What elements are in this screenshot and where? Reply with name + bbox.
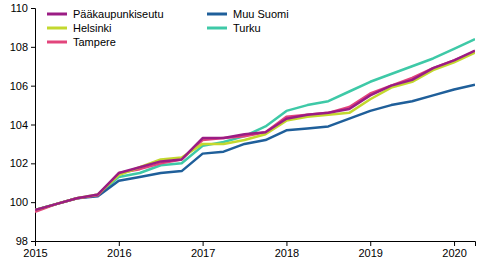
- y-tick-label: 100: [10, 196, 28, 208]
- y-tick-label: 108: [10, 41, 28, 53]
- x-tick-label: 2019: [358, 247, 382, 259]
- y-tick-label: 104: [10, 119, 28, 131]
- x-axis-line: [36, 242, 476, 247]
- y-tick-mark: [31, 86, 35, 87]
- legend-entry: Helsinki: [47, 22, 112, 34]
- y-tick: 104: [10, 119, 35, 131]
- x-tick: 2018: [275, 241, 299, 259]
- chart: 2015 2016 2017 2018 2019 2020 98 100 102 104 106 10…: [0, 0, 494, 265]
- y-tick-label: 106: [10, 80, 28, 92]
- legend-entry: Tampere: [47, 36, 116, 48]
- x-tick-label: 2020: [442, 247, 466, 259]
- x-tick-mark: [454, 241, 455, 246]
- legend-swatch: [47, 41, 67, 44]
- series-line: [35, 53, 475, 210]
- plot: 2015 2016 2017 2018 2019 2020 98 100 102 104 106 10…: [10, 2, 476, 259]
- legend-swatch: [207, 13, 227, 16]
- x-tick: 2017: [191, 241, 215, 259]
- lines: [35, 39, 475, 212]
- legend-entry: Muu Suomi: [207, 8, 289, 20]
- legend-label: Helsinki: [73, 22, 112, 34]
- x-axis: 2015 2016 2017 2018 2019 2020: [23, 241, 475, 259]
- y-tick-label: 98: [16, 235, 28, 247]
- x-tick-label: 2017: [191, 247, 215, 259]
- y-tick-label: 110: [10, 2, 28, 14]
- legend-swatch: [47, 13, 67, 16]
- x-tick-label: 2016: [107, 247, 131, 259]
- legend-label: Tampere: [73, 36, 116, 48]
- x-tick: 2016: [107, 241, 131, 259]
- y-axis: 98 100 102 104 106 108 110: [10, 2, 36, 247]
- y-tick-mark: [31, 241, 35, 242]
- y-tick-mark: [31, 202, 35, 203]
- y-tick-mark: [31, 163, 35, 164]
- y-axis-line: [31, 9, 36, 242]
- x-tick-mark: [203, 241, 204, 246]
- y-tick: 98: [16, 235, 35, 247]
- x-tick-mark: [119, 241, 120, 246]
- y-tick-mark: [31, 47, 35, 48]
- legend: Pääkaupunkiseutu Helsinki Tampere Muu Suomi…: [47, 8, 289, 48]
- legend-label: Pääkaupunkiseutu: [73, 8, 164, 20]
- x-tick-label: 2015: [23, 247, 47, 259]
- legend-entry: Pääkaupunkiseutu: [47, 8, 164, 20]
- x-tick: 2019: [358, 241, 382, 259]
- legend-swatch: [47, 27, 67, 30]
- y-tick: 110: [10, 2, 35, 14]
- y-tick-label: 102: [10, 157, 28, 169]
- y-tick: 102: [10, 157, 35, 169]
- series-line: [35, 52, 475, 212]
- series-line: [35, 51, 475, 210]
- x-tick: 2020: [442, 241, 466, 259]
- y-tick: 108: [10, 41, 35, 53]
- y-tick: 106: [10, 80, 35, 92]
- legend-label: Turku: [233, 22, 261, 34]
- x-tick-mark: [286, 241, 287, 246]
- legend-swatch: [207, 27, 227, 30]
- legend-entry: Turku: [207, 22, 261, 34]
- y-tick-mark: [31, 8, 35, 9]
- x-tick-label: 2018: [275, 247, 299, 259]
- x-tick-mark: [370, 241, 371, 246]
- series-line: [35, 39, 475, 210]
- y-tick: 100: [10, 196, 35, 208]
- y-tick-mark: [31, 125, 35, 126]
- legend-label: Muu Suomi: [233, 8, 289, 20]
